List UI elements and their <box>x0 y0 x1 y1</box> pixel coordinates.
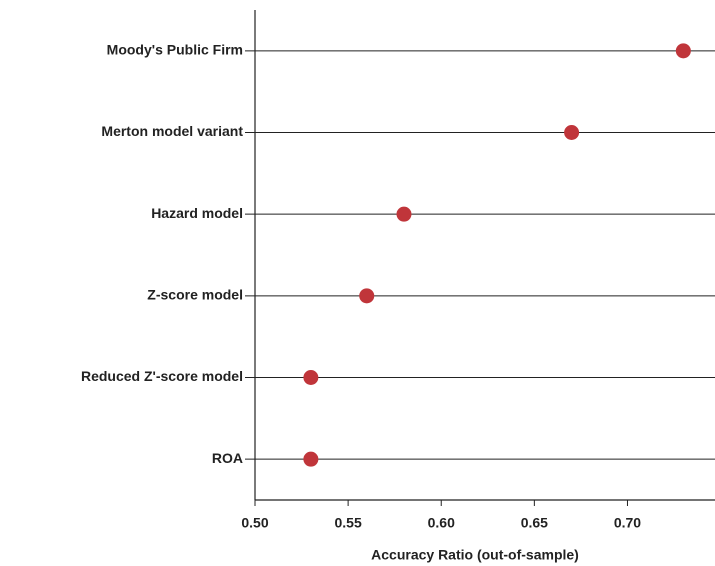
dot <box>303 370 319 385</box>
dot <box>564 125 580 140</box>
y-tick-label: Reduced Z'-score model <box>81 368 243 384</box>
x-tick-label: 0.60 <box>428 515 455 531</box>
x-tick-label: 0.50 <box>241 515 268 531</box>
y-tick-label: ROA <box>212 450 243 466</box>
dot <box>675 43 691 59</box>
dot <box>396 206 412 222</box>
x-tick-label: 0.70 <box>614 515 641 531</box>
y-tick-label: Moody's Public Firm <box>107 42 243 58</box>
x-axis-label: Accuracy Ratio (out-of-sample) <box>371 547 579 563</box>
dot <box>303 451 319 467</box>
x-tick-label: 0.55 <box>334 515 361 531</box>
y-tick-label: Z-score model <box>147 287 243 303</box>
y-tick-label: Merton model variant <box>101 123 243 139</box>
dot <box>359 288 375 304</box>
y-tick-label: Hazard model <box>151 205 243 221</box>
x-tick-label: 0.65 <box>521 515 548 531</box>
